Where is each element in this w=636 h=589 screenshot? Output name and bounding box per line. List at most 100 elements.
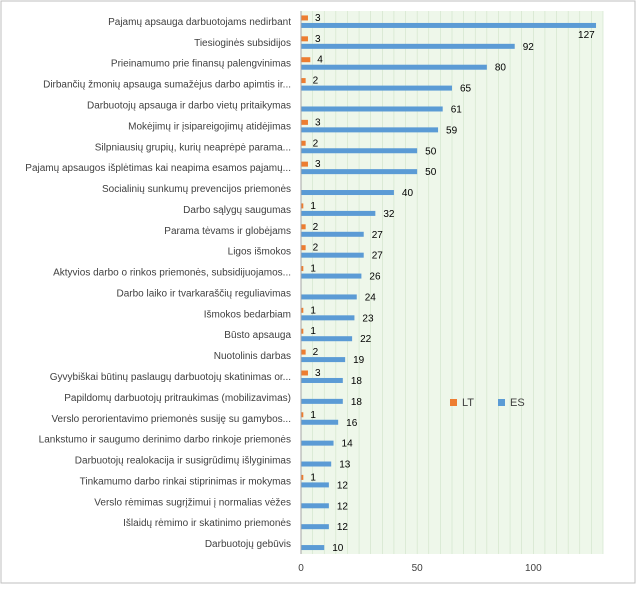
category-label: Darbo laiko ir tvarkaraščių reguliavimas: [116, 288, 291, 299]
category-label: Nuotolinis darbas: [214, 351, 291, 362]
bar-es: [301, 231, 364, 237]
bar-lt: [301, 78, 306, 84]
data-label-es: 19: [353, 355, 365, 366]
data-label-lt: 2: [313, 243, 319, 254]
data-label-es: 65: [460, 84, 472, 95]
bar-es: [301, 273, 362, 279]
bar-lt: [301, 203, 304, 209]
legend-swatch-es: [498, 399, 505, 406]
data-label-lt: 1: [310, 201, 316, 212]
bar-es: [301, 398, 343, 404]
bar-lt: [301, 370, 308, 376]
bar-lt: [301, 57, 311, 63]
x-tick-label: 0: [298, 563, 304, 574]
legend-label-lt: LT: [462, 397, 474, 409]
data-label-lt: 1: [310, 410, 316, 421]
data-label-lt: 4: [317, 55, 323, 66]
category-label: Tiesioginės subsidijos: [194, 38, 291, 49]
data-label-lt: 3: [315, 13, 321, 24]
data-label-lt: 3: [315, 368, 321, 379]
data-label-es: 50: [425, 146, 437, 157]
bar-es: [301, 419, 339, 425]
category-label: Prieinamumo prie finansų palengvinimas: [111, 59, 291, 70]
category-label: Tinkamumo darbo rinkai stiprinimas ir mo…: [80, 476, 291, 487]
data-label-es: 12: [337, 480, 349, 491]
data-label-lt: 2: [313, 347, 319, 358]
data-label-es: 27: [372, 251, 384, 262]
data-label-es: 22: [360, 334, 372, 345]
bar-lt: [301, 15, 308, 21]
category-label: Pajamų apsaugos išplėtimas kai neapima e…: [25, 163, 291, 174]
data-label-es: 10: [332, 543, 344, 554]
category-label: Darbo sąlygų saugumas: [183, 205, 291, 216]
bar-es: [301, 22, 597, 28]
bar-es: [301, 377, 343, 383]
bar-es: [301, 294, 357, 300]
bar-es: [301, 440, 334, 446]
category-label: Darbuotojų apsauga ir darbo vietų pritai…: [87, 100, 291, 111]
data-label-es: 27: [372, 230, 384, 241]
category-label: Ligos išmokos: [228, 247, 291, 258]
bar-es: [301, 64, 487, 70]
data-label-es: 13: [339, 460, 351, 471]
data-label-lt: 2: [313, 138, 319, 149]
bar-es: [301, 524, 329, 530]
bar-es: [301, 85, 452, 91]
x-tick-label: 50: [412, 563, 424, 574]
category-label: Būsto apsauga: [224, 330, 291, 341]
bar-lt: [301, 119, 308, 125]
bar-es: [301, 127, 439, 133]
bar-lt: [301, 245, 306, 251]
category-label: Išlaidų rėmimo ir skatinimo priemonės: [123, 518, 291, 529]
bar-lt: [301, 36, 308, 42]
bar-lt: [301, 266, 304, 272]
category-label: Darbuotojų gebūvis: [205, 539, 291, 550]
data-label-es: 14: [342, 439, 354, 450]
data-label-es: 40: [402, 188, 414, 199]
bar-es: [301, 106, 443, 112]
data-label-lt: 1: [310, 472, 316, 483]
data-label-lt: 2: [313, 222, 319, 233]
bar-es: [301, 461, 332, 467]
data-label-es: 80: [495, 63, 507, 74]
bar-es: [301, 252, 364, 258]
bar-es: [301, 357, 346, 363]
data-label-es: 92: [523, 42, 535, 53]
x-tick-label: 100: [525, 563, 542, 574]
bar-es: [301, 315, 355, 321]
data-label-es: 26: [369, 272, 381, 283]
bar-es: [301, 190, 394, 196]
bar-lt: [301, 224, 306, 230]
data-label-es: 12: [337, 522, 349, 533]
data-label-es: 127: [578, 30, 595, 41]
category-label: Gyvybiškai būtinų paslaugų darbuotojų sk…: [50, 372, 291, 383]
data-label-es: 18: [351, 397, 363, 408]
bar-es: [301, 169, 418, 175]
data-label-lt: 3: [315, 34, 321, 45]
data-label-es: 23: [362, 313, 374, 324]
data-label-lt: 3: [315, 159, 321, 170]
bar-lt: [301, 349, 306, 355]
bar-lt: [301, 412, 304, 418]
bar-lt: [301, 161, 308, 167]
category-label: Silpniausių grupių, kurių neaprėpė param…: [95, 142, 291, 153]
category-label: Socialinių sunkumų prevencijos priemonės: [102, 184, 291, 195]
data-label-lt: 1: [310, 305, 316, 316]
bar-es: [301, 210, 376, 216]
category-label: Aktyvios darbo o rinkos priemonės, subsi…: [53, 268, 291, 279]
data-label-es: 61: [451, 104, 463, 115]
category-label: Darbuotojų realokacija ir susigrūdimų iš…: [75, 456, 291, 467]
data-label-es: 16: [346, 418, 358, 429]
category-label: Verslo rėmimas sugrįžimui į normalias vė…: [94, 497, 291, 508]
data-label-es: 12: [337, 501, 349, 512]
bar-lt: [301, 140, 306, 146]
bar-es: [301, 503, 329, 509]
bar-lt: [301, 307, 304, 313]
data-label-lt: 1: [310, 264, 316, 275]
legend-swatch-lt: [450, 399, 457, 406]
bar-es: [301, 545, 325, 551]
data-label-es: 50: [425, 167, 437, 178]
bar-es: [301, 148, 418, 154]
